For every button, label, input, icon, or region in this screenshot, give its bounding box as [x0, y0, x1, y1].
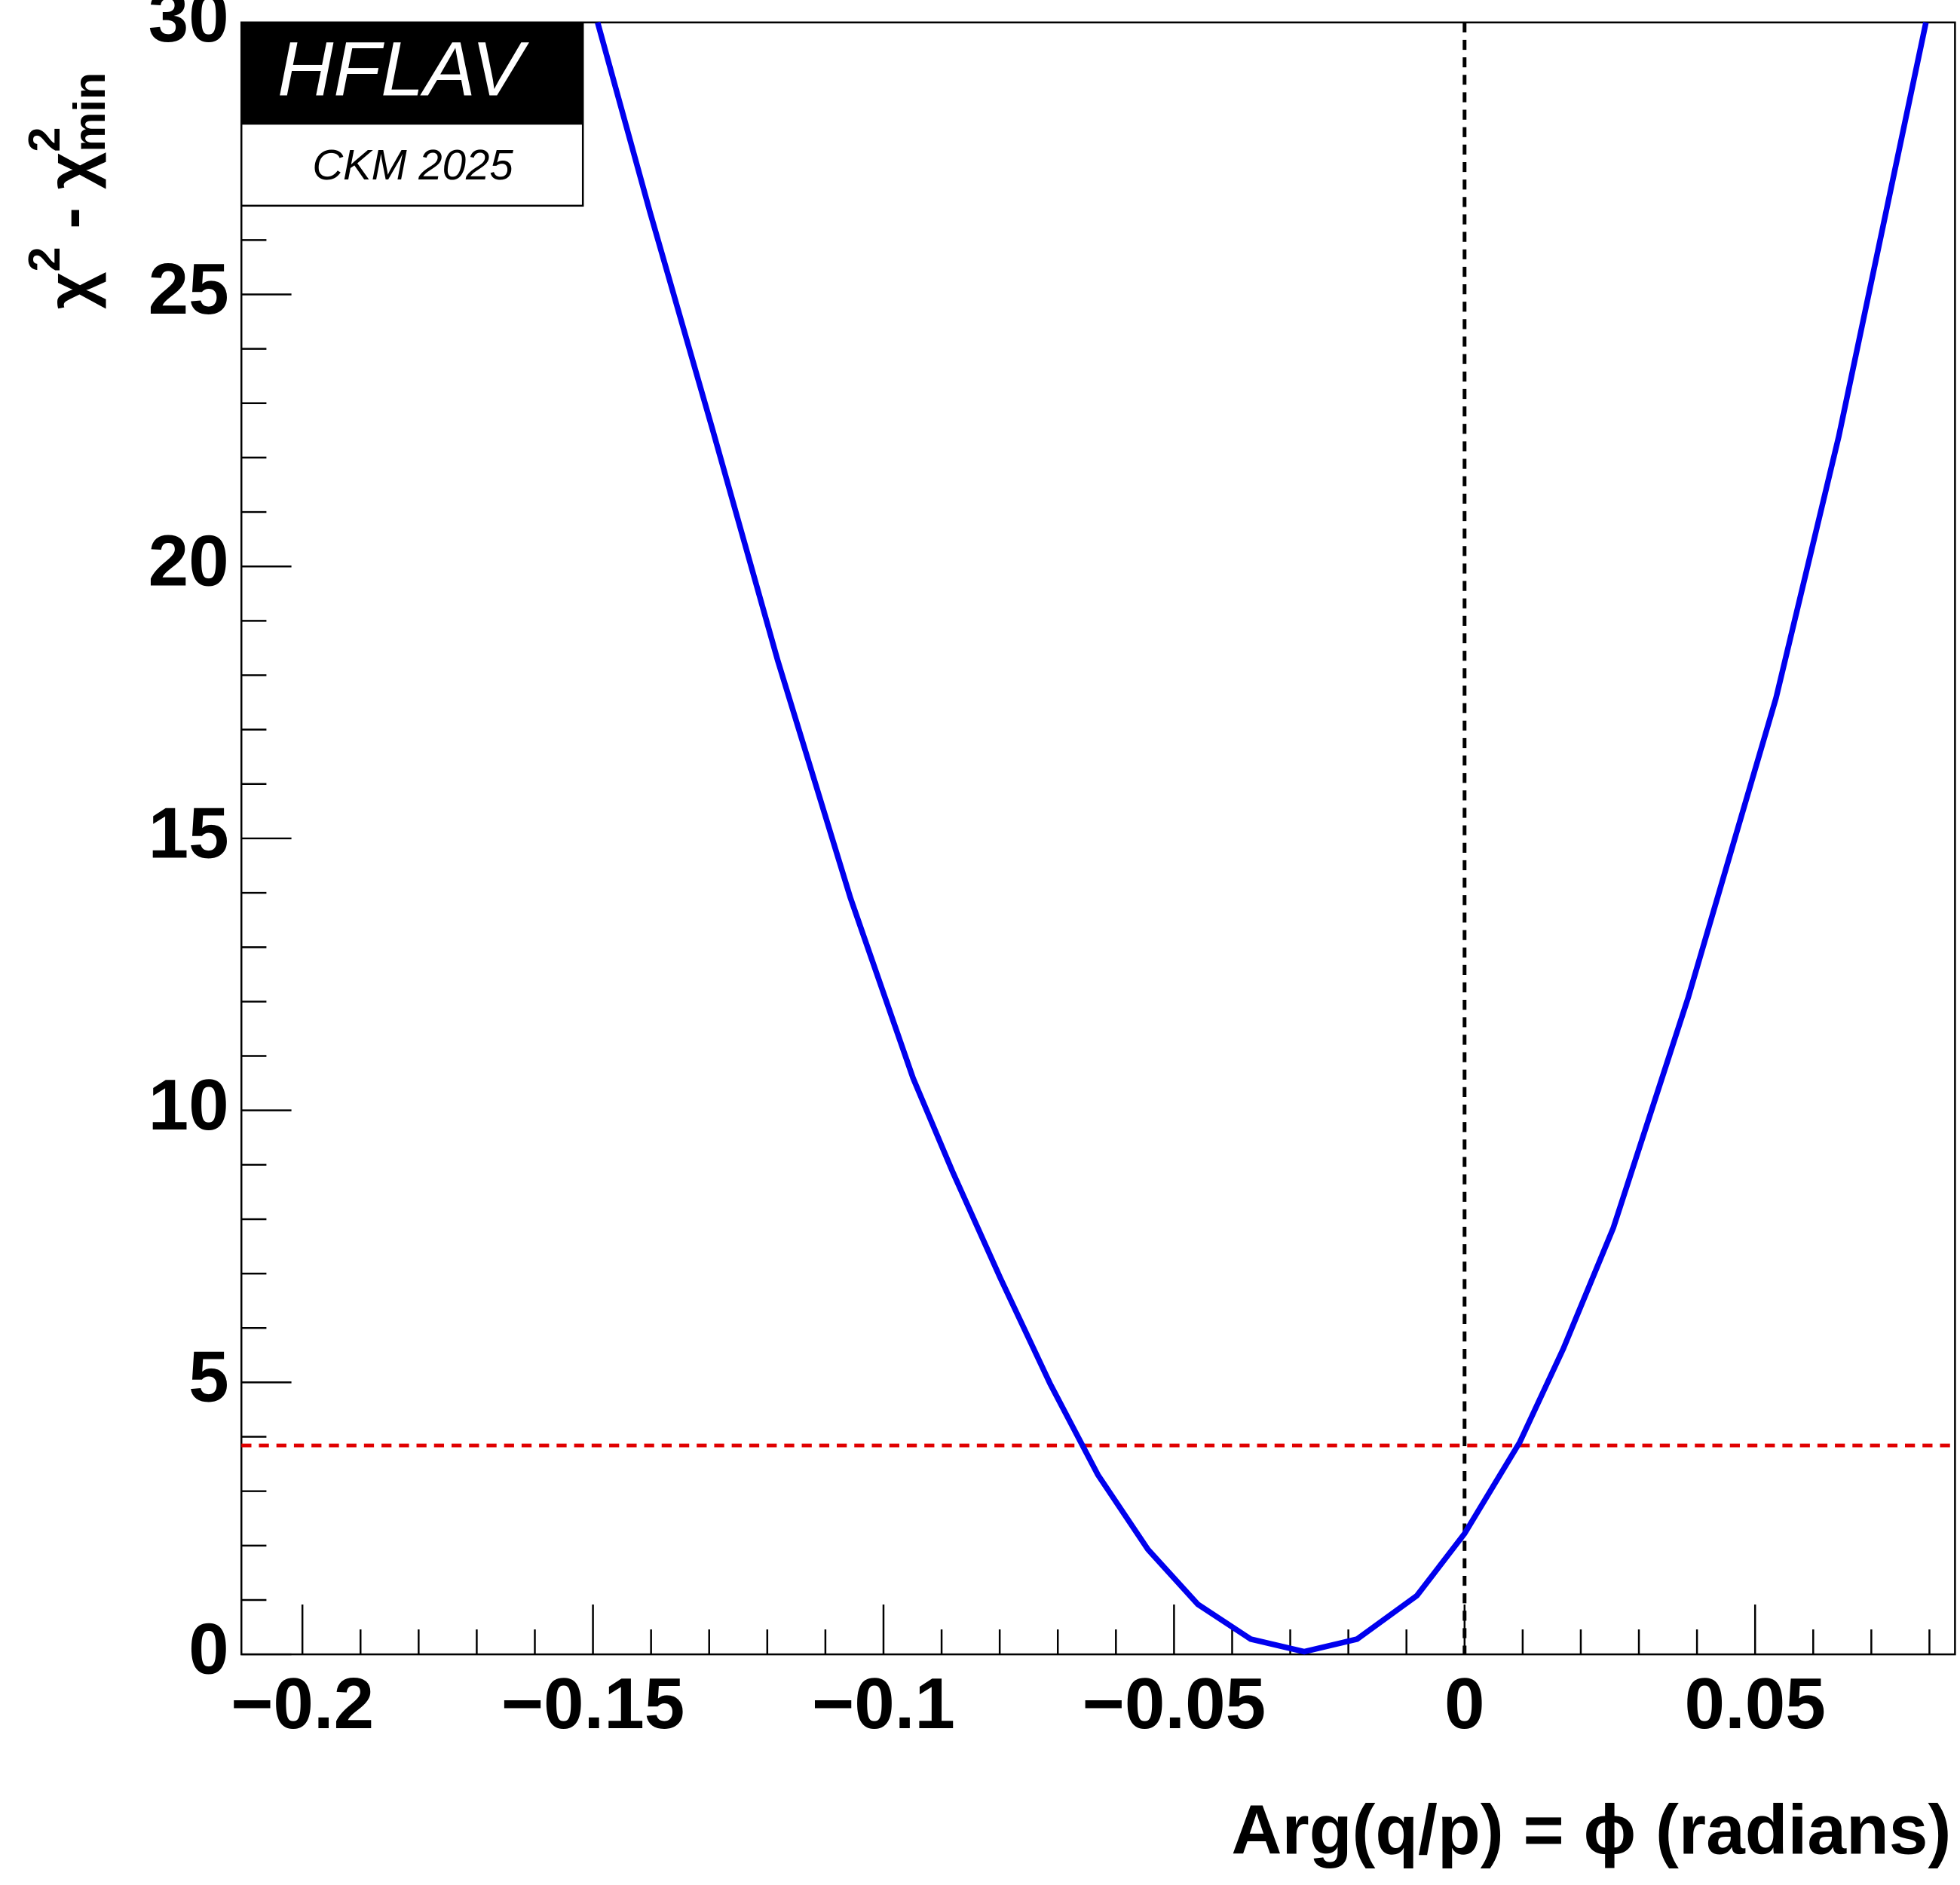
- y-axis-title: χ2 - χ2min: [19, 72, 115, 309]
- y-tick-label: 25: [149, 249, 229, 329]
- x-tick-label: 0: [1444, 1663, 1485, 1744]
- y-tick-label: 15: [149, 792, 229, 873]
- curve: [595, 21, 1929, 1655]
- logo-banner: [241, 22, 583, 125]
- logo-title: HFLAV: [277, 25, 529, 112]
- y-tick-label: 10: [149, 1065, 229, 1145]
- x-tick-label: −0.05: [1083, 1663, 1266, 1744]
- y-tick-label: 5: [188, 1337, 229, 1418]
- y-title-part: 2: [19, 247, 69, 271]
- y-title-part: 2: [19, 127, 69, 152]
- x-tick-label: −0.15: [501, 1663, 684, 1744]
- y-tick-label: 0: [188, 1609, 229, 1690]
- x-axis-title: Arg(q/p) = ϕ (radians): [1231, 1790, 1951, 1868]
- x-tick-label: −0.1: [812, 1663, 955, 1744]
- x-tick-label: −0.2: [231, 1663, 374, 1744]
- x-tick-label: 0.05: [1685, 1663, 1826, 1744]
- y-tick-label: 20: [149, 521, 229, 602]
- y-tick-label: 30: [149, 0, 229, 57]
- y-title-part: - χ: [34, 152, 106, 247]
- y-title-part: min: [63, 72, 114, 152]
- y-title-part: χ: [34, 271, 106, 309]
- logo-subtitle: CKM 2025: [312, 141, 513, 188]
- plot-frame: [240, 21, 1956, 1656]
